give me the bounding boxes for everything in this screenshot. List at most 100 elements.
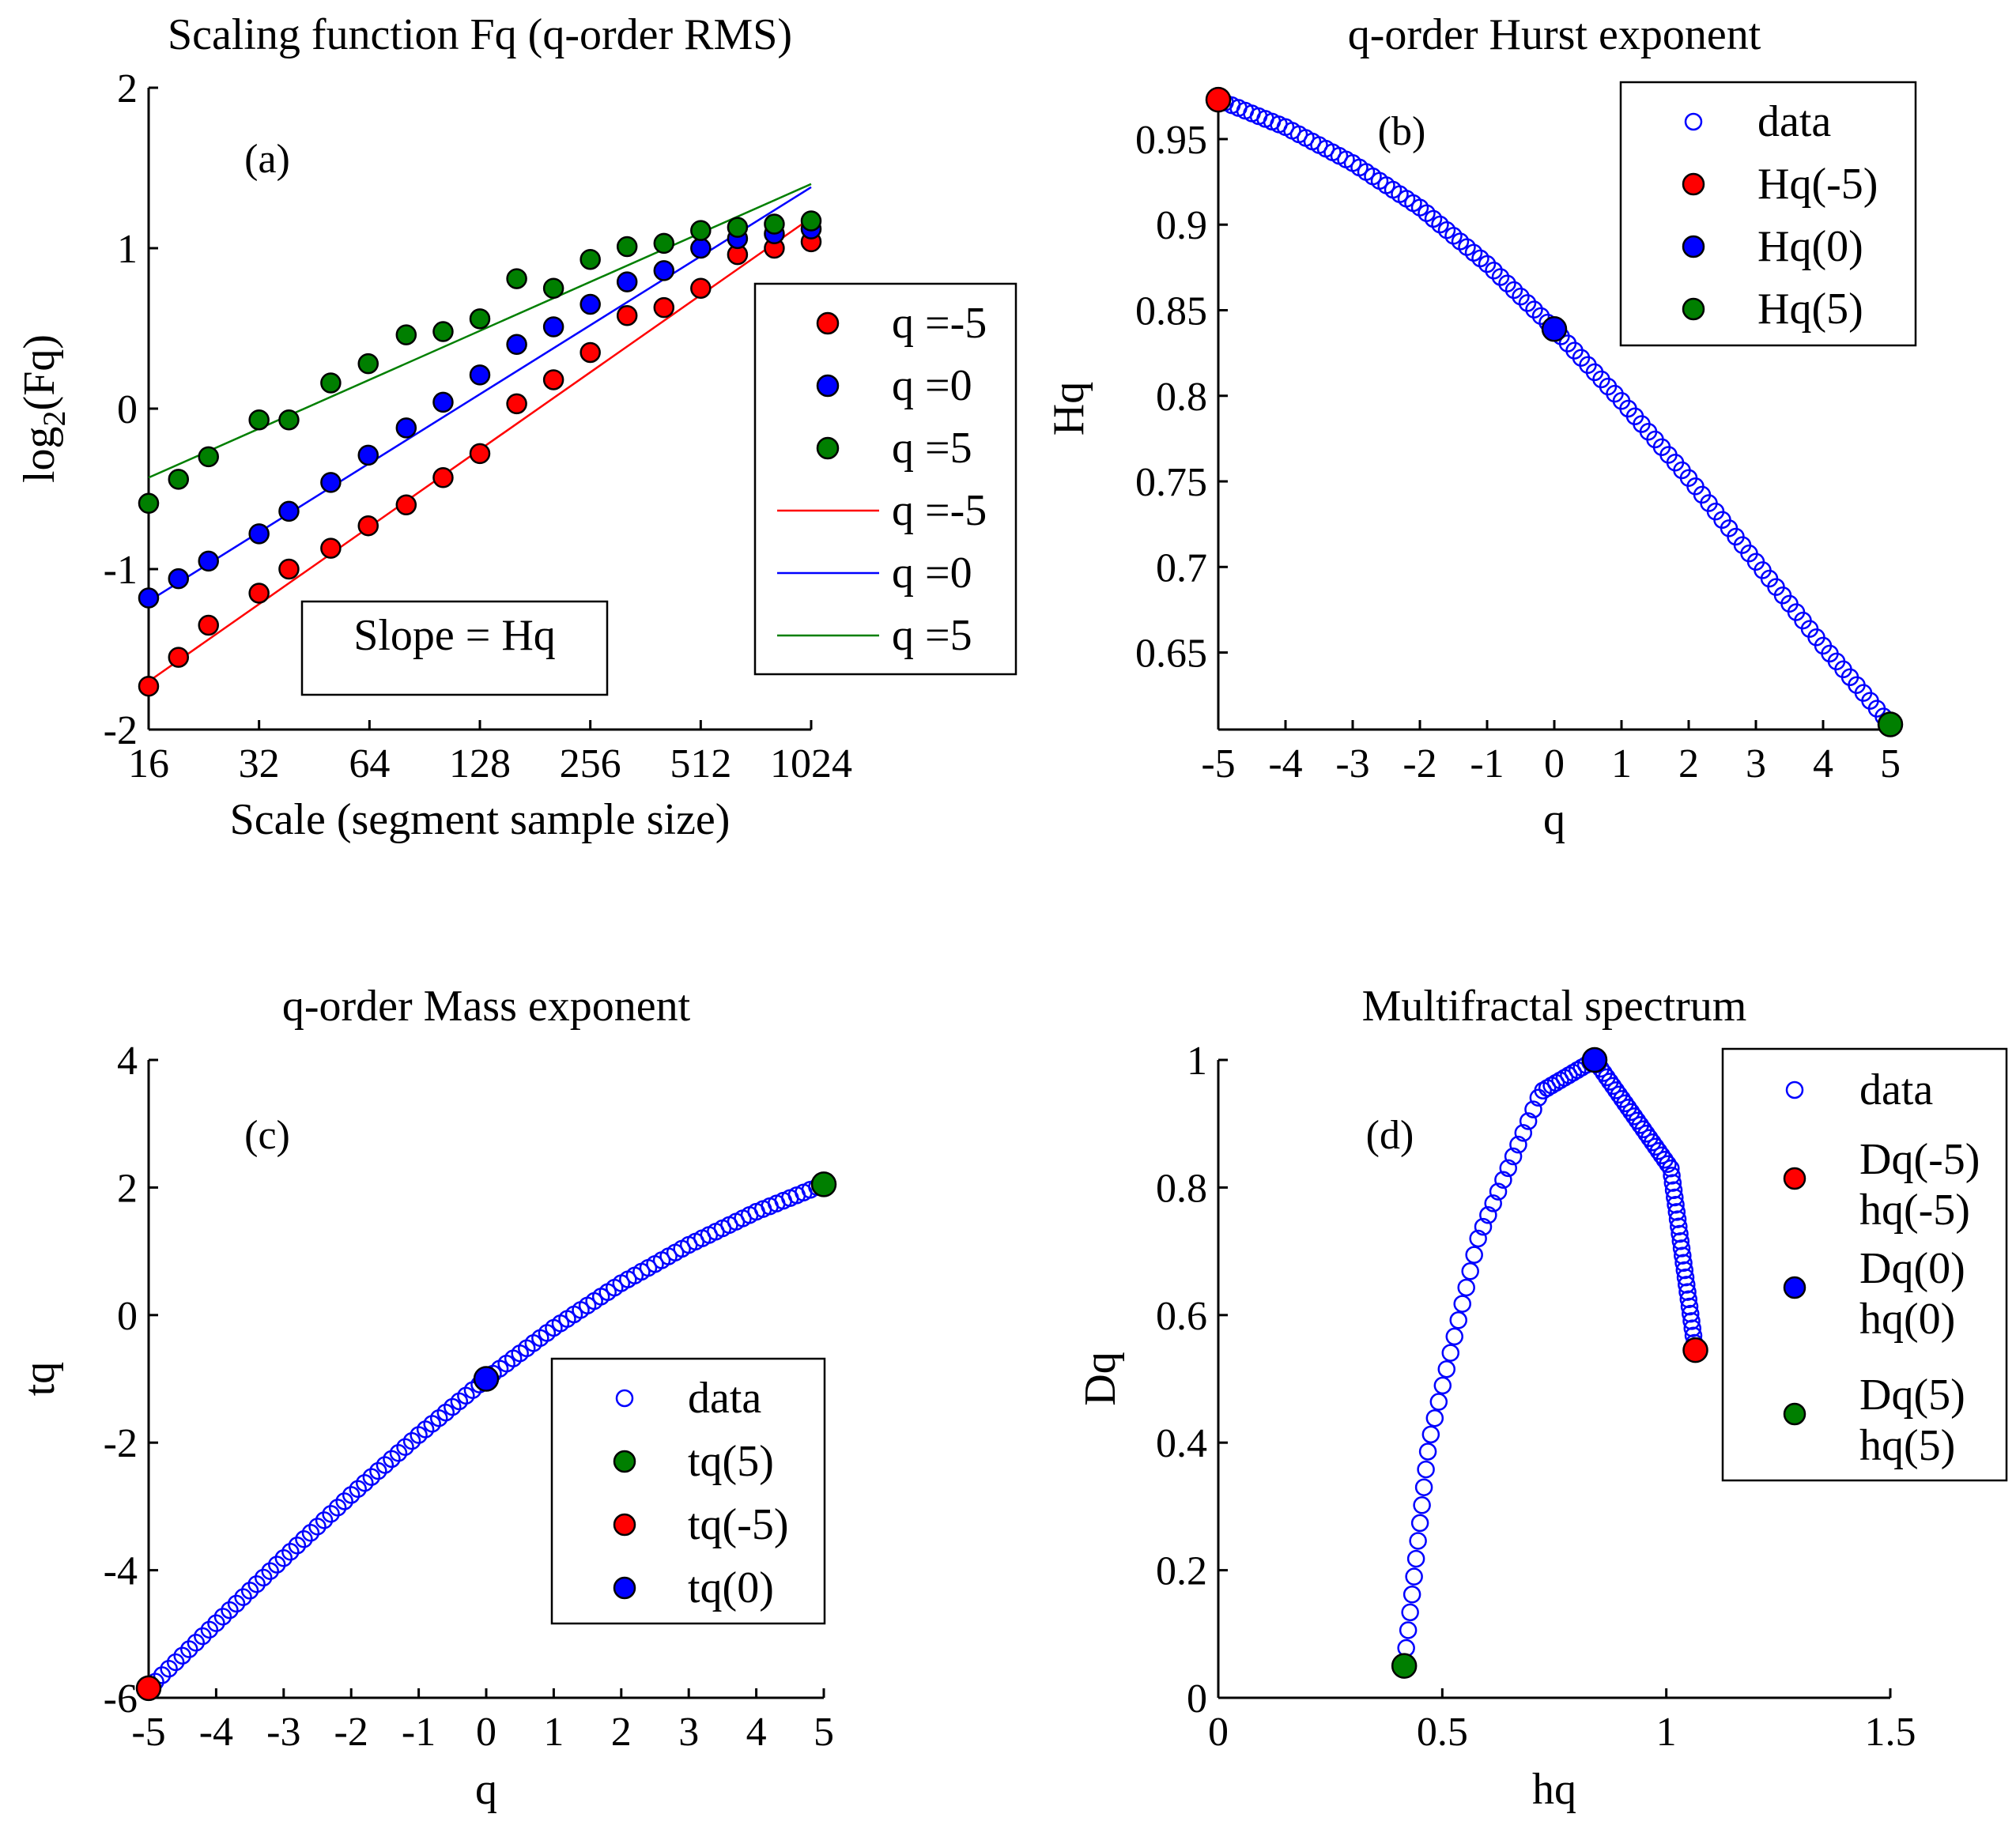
highlight-point-green: [810, 1171, 837, 1197]
data-point: [1675, 1261, 1694, 1280]
legend-label-2: hq(-5): [1859, 1186, 1970, 1235]
data-point: [1418, 1442, 1437, 1461]
y-tick-label: 1: [1187, 1039, 1207, 1084]
legend-label: data: [1757, 97, 1831, 146]
data-point: [362, 1468, 381, 1486]
data-point-green: [198, 446, 219, 468]
highlight-point-red: [1682, 1337, 1708, 1363]
data-point-blue: [168, 568, 190, 590]
data-point: [1678, 1283, 1697, 1301]
data-point-red: [469, 443, 491, 465]
legend-box: [753, 282, 1017, 676]
y-tick-label: 0.6: [1156, 1294, 1207, 1339]
x-tick-label: 3: [678, 1710, 699, 1755]
data-point: [1679, 1290, 1698, 1309]
x-tick-label: 512: [670, 741, 731, 786]
data-point: [1529, 1088, 1548, 1107]
data-point: [1680, 1297, 1699, 1316]
data-point-blue: [690, 237, 712, 259]
data-point: [1479, 1206, 1497, 1224]
data-point: [240, 1582, 259, 1600]
x-axis-label: q: [1543, 795, 1565, 844]
x-tick-label: -2: [1403, 741, 1436, 786]
data-point: [335, 1492, 353, 1510]
data-point: [1504, 281, 1523, 300]
legend-marker: [613, 1450, 636, 1473]
slope-annotation-box: [300, 600, 609, 696]
data-point-red: [616, 305, 638, 326]
data-point: [1453, 1295, 1471, 1313]
y-tick-label: 0: [117, 1294, 138, 1339]
x-tick-label: -5: [1201, 741, 1235, 786]
y-tick-label: 1: [117, 227, 138, 272]
data-point: [402, 1431, 421, 1450]
data-point: [1676, 1268, 1695, 1287]
data-point: [1542, 1077, 1561, 1095]
data-point-blue: [432, 391, 454, 413]
data-point-blue: [357, 444, 379, 466]
data-point-blue: [616, 271, 638, 292]
data-point-green: [357, 353, 379, 375]
data-point-green: [616, 236, 638, 258]
data-point: [1564, 1063, 1583, 1082]
data-point-red: [653, 296, 675, 319]
y-tick-label: 2: [117, 66, 138, 111]
data-point: [1485, 262, 1503, 280]
data-point-green: [278, 409, 300, 431]
x-tick-label: 1024: [770, 741, 852, 786]
x-tick-label: 4: [1813, 741, 1833, 786]
panel-label: (b): [1378, 109, 1426, 154]
data-point: [389, 1444, 408, 1462]
legend-marker: [816, 374, 840, 398]
data-point-red: [278, 558, 300, 580]
data-point-red: [395, 494, 417, 516]
legend-marker: [1684, 112, 1703, 131]
legend-label: Hq(-5): [1757, 160, 1878, 209]
x-tick-label: -3: [1335, 741, 1369, 786]
legend-marker: [1682, 172, 1705, 196]
legend-marker: [615, 1389, 634, 1408]
data-point: [322, 1505, 340, 1523]
data-point: [1509, 1135, 1527, 1154]
data-point: [274, 1549, 293, 1567]
data-point: [234, 1588, 252, 1606]
data-point: [1403, 1586, 1421, 1604]
legend-label: tq(5): [688, 1437, 774, 1486]
y-tick-label: 0.75: [1135, 460, 1207, 505]
data-point: [1491, 268, 1510, 286]
data-point: [1674, 1246, 1692, 1265]
data-point-blue: [653, 260, 675, 281]
data-point-green: [690, 220, 712, 241]
data-point-green: [764, 213, 785, 235]
data-point-blue: [198, 550, 219, 572]
x-tick-label: 1: [543, 1710, 564, 1755]
data-point: [1405, 1567, 1423, 1586]
y-tick-label: 0.8: [1156, 375, 1207, 420]
data-point: [1670, 1217, 1688, 1236]
highlight-point-blue: [1581, 1046, 1608, 1073]
x-tick-label: -2: [334, 1710, 368, 1755]
data-point: [1414, 1478, 1433, 1496]
data-point: [1401, 1603, 1419, 1622]
y-tick-label: 0.85: [1135, 288, 1207, 334]
data-point: [1682, 1312, 1701, 1330]
data-point: [1668, 1210, 1687, 1228]
data-point: [160, 1659, 178, 1678]
data-point: [1489, 1182, 1508, 1201]
legend-marker: [1783, 1402, 1806, 1426]
data-point: [1664, 1181, 1683, 1200]
x-tick-label: 2: [611, 1710, 632, 1755]
panel-label: (c): [244, 1113, 290, 1158]
data-point: [1469, 1229, 1487, 1248]
legend-label: q =5: [892, 611, 972, 660]
x-tick-label: -5: [131, 1710, 165, 1755]
data-point: [200, 1620, 219, 1639]
data-point: [369, 1461, 387, 1480]
data-point: [1494, 1171, 1512, 1189]
data-point: [1406, 1549, 1425, 1568]
legend-marker: [1682, 235, 1705, 258]
legend-label-2: hq(0): [1859, 1295, 1955, 1344]
data-point-red: [542, 369, 564, 390]
data-point: [1551, 1071, 1569, 1090]
data-point: [288, 1537, 307, 1555]
